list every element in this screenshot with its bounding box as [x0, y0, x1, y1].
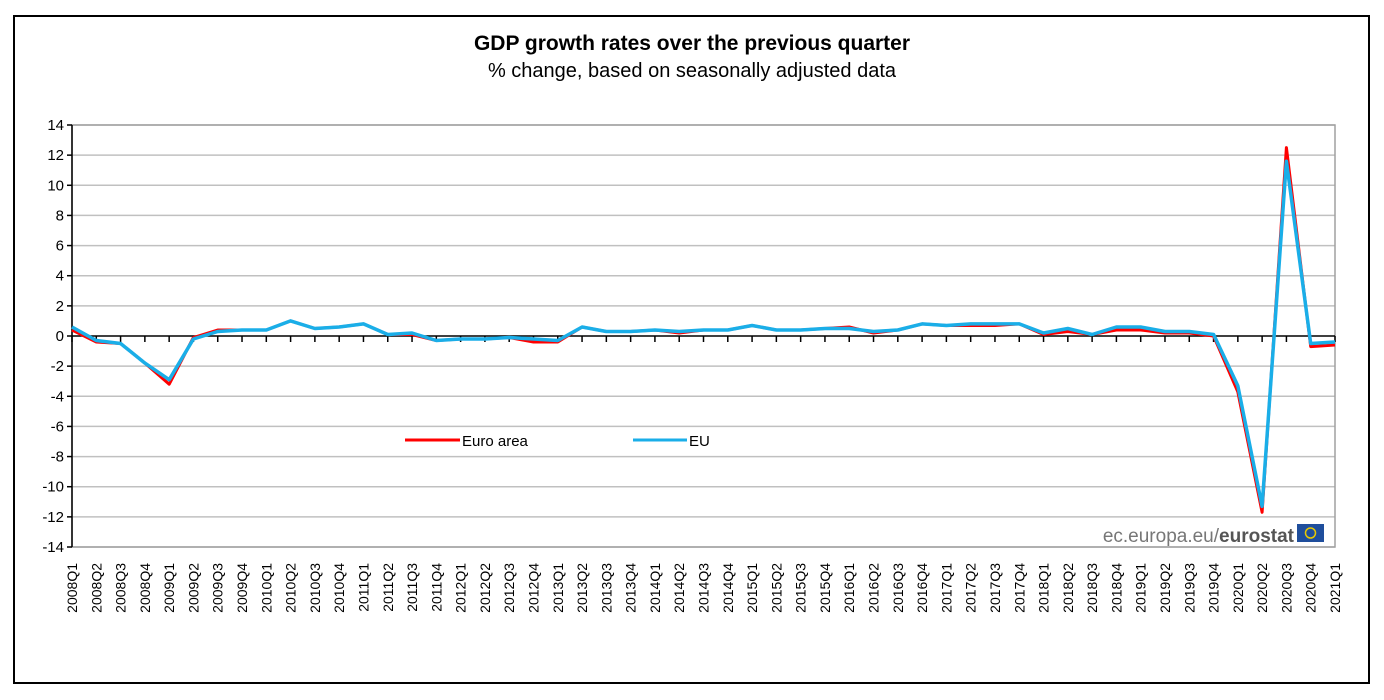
x-tick-label: 2017Q1: [938, 563, 954, 613]
x-tick-label: 2008Q1: [64, 563, 80, 613]
x-tick-label: 2020Q1: [1230, 563, 1246, 613]
y-tick-label: -6: [51, 418, 64, 435]
x-tick-label: 2009Q1: [161, 563, 177, 613]
source-brand: eurostat: [1219, 526, 1295, 547]
y-tick-label: 6: [56, 238, 64, 255]
x-tick-label: 2019Q1: [1133, 563, 1149, 613]
x-tick-label: 2013Q4: [623, 563, 639, 613]
x-tick-label: 2016Q4: [914, 563, 930, 613]
y-tick-label: 14: [47, 117, 64, 134]
x-tick-label: 2019Q2: [1157, 563, 1173, 613]
x-tick-label: 2017Q3: [987, 563, 1003, 613]
x-tick-label: 2016Q3: [890, 563, 906, 613]
x-tick-label: 2013Q3: [598, 563, 614, 613]
x-tick-label: 2018Q3: [1084, 563, 1100, 613]
x-tick-label: 2008Q2: [88, 563, 104, 613]
x-tick-label: 2011Q3: [404, 563, 420, 612]
series-line-eu: [71, 159, 1336, 509]
x-tick-label: 2020Q4: [1303, 563, 1319, 613]
x-axis: 2008Q1 2008Q2 2008Q3 2008Q4 2009Q1 2009Q2 2009…: [64, 335, 1343, 613]
x-tick-label: 2015Q4: [817, 563, 833, 613]
y-tick-label: -14: [42, 539, 64, 556]
x-tick-label: 2010Q2: [283, 563, 299, 613]
x-tick-label: 2017Q2: [963, 563, 979, 613]
x-tick-label: 2010Q3: [307, 563, 323, 613]
x-tick-label: 2014Q4: [720, 563, 736, 613]
y-axis: 14 12 10 8 6 4 2 0 -2 -4 -6 -8 -10 -12 -14: [42, 117, 73, 556]
y-tick-label: 2: [56, 298, 64, 315]
x-tick-label: 2018Q2: [1060, 563, 1076, 613]
y-tick-label: 12: [47, 147, 64, 164]
x-tick-label: 2012Q4: [525, 563, 541, 613]
x-tick-label: 2012Q1: [453, 563, 469, 613]
x-tick-label: 2011Q1: [355, 563, 371, 612]
gridlines: [72, 124, 1335, 548]
source-prefix: ec.europa.eu/: [1103, 526, 1220, 547]
x-tick-label: 2015Q3: [793, 563, 809, 613]
x-tick-label: 2016Q1: [841, 563, 857, 613]
legend-label-eu: EU: [689, 433, 710, 450]
legend-label-euro-area: Euro area: [462, 433, 529, 450]
y-tick-label: 0: [56, 328, 64, 345]
x-tick-label: 2019Q4: [1206, 563, 1222, 613]
y-tick-label: -2: [51, 358, 64, 375]
y-tick-label: -10: [42, 479, 64, 496]
x-tick-label: 2013Q2: [574, 563, 590, 613]
y-tick-label: -12: [42, 509, 64, 526]
source-text: ec.europa.eu/eurostat: [1103, 526, 1295, 547]
chart-subtitle: % change, based on seasonally adjusted d…: [487, 60, 897, 82]
series-lines: [71, 146, 1336, 514]
eu-stars-icon: [1304, 527, 1317, 539]
x-tick-label: 2008Q3: [113, 563, 129, 613]
x-tick-label: 2009Q3: [210, 563, 226, 613]
x-tick-label: 2018Q1: [1036, 563, 1052, 613]
y-tick-label: 4: [56, 268, 64, 285]
source-credit: ec.europa.eu/eurostat: [1103, 524, 1324, 547]
x-tick-label: 2010Q1: [258, 563, 274, 613]
x-tick-label: 2021Q1: [1327, 563, 1343, 613]
x-tick-label: 2014Q3: [696, 563, 712, 613]
x-tick-label: 2013Q1: [550, 563, 566, 613]
x-tick-label: 2009Q4: [234, 563, 250, 613]
x-tick-label: 2014Q2: [671, 563, 687, 613]
chart-frame: [13, 15, 1370, 684]
x-tick-label: 2019Q3: [1181, 563, 1197, 613]
x-tick-label: 2010Q4: [331, 563, 347, 613]
x-tick-label: 2009Q2: [185, 563, 201, 613]
x-tick-label: 2008Q4: [137, 563, 153, 613]
x-tick-label: 2015Q1: [744, 563, 760, 613]
y-tick-label: 10: [47, 177, 64, 194]
x-tick-label: 2015Q2: [768, 563, 784, 613]
x-tick-label: 2012Q2: [477, 563, 493, 613]
x-tick-label: 2016Q2: [866, 563, 882, 613]
y-tick-label: 8: [56, 207, 64, 224]
x-tick-label: 2017Q4: [1011, 563, 1027, 613]
x-tick-label: 2011Q4: [428, 563, 444, 612]
y-tick-label: -4: [51, 388, 64, 405]
eu-flag-icon: [1297, 524, 1324, 542]
chart-title: GDP growth rates over the previous quart…: [473, 32, 911, 55]
x-tick-label: 2012Q3: [501, 563, 517, 613]
x-tick-label: 2014Q1: [647, 563, 663, 613]
x-tick-label: 2020Q2: [1254, 563, 1270, 613]
x-tick-label: 2020Q3: [1278, 563, 1294, 613]
x-tick-label: 2011Q2: [380, 563, 396, 612]
legend: Euro area EU: [405, 433, 710, 450]
y-tick-label: -8: [51, 449, 64, 466]
x-tick-label: 2018Q4: [1108, 563, 1124, 613]
